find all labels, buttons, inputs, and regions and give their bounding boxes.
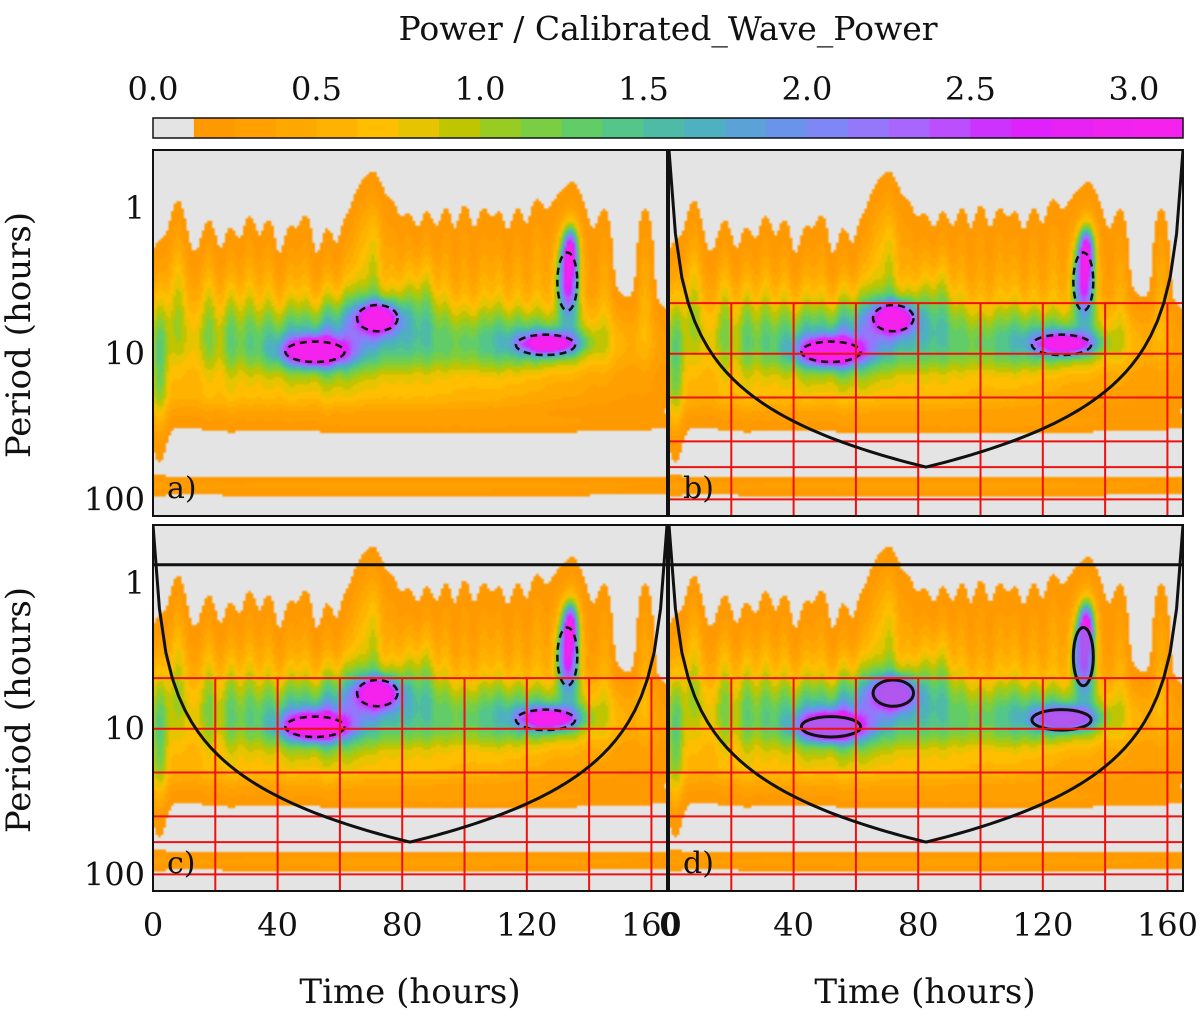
panel-label: a) [167,471,197,506]
x-tick-label: 0 [659,906,679,944]
x-tick-label: 80 [898,906,939,944]
cone-of-influence [669,525,1183,844]
significance-contour [355,678,399,708]
colorbar: Power / Calibrated_Wave_Power 0.0 0.5 1.0 1… [128,9,1184,139]
colorbar-swatch [520,118,563,138]
y-axis-label-bottom: Period (hours) [0,587,39,833]
colorbar-swatch [275,118,318,138]
power-heatmap [153,525,667,891]
power-heatmap [669,525,1183,891]
significance-contour [871,678,916,708]
colorbar-swatches [153,118,1184,138]
significance-contour [556,251,579,312]
colorbar-swatch [439,118,481,138]
colorbar-swatch [1133,118,1184,138]
colorbar-swatch [316,118,358,138]
significance-contour [800,340,862,364]
colorbar-swatch [153,118,195,138]
y-axis-labels: Period (hours) Period (hours) [0,212,39,833]
x-tick-label: 120 [496,906,557,944]
significance-contour [1072,251,1095,312]
x-tick-label: 40 [773,906,814,944]
significance-contour [514,708,577,732]
significance-contour [799,715,863,739]
cone-of-influence [153,525,667,844]
panel-label: c) [167,846,196,881]
x-tick-label: 120 [1012,906,1073,944]
colorbar-swatch [847,118,890,138]
cone-of-influence [669,150,1183,469]
significance-contour [1030,333,1093,357]
colorbar-swatch [479,118,522,138]
colorbar-tick-label: 0.5 [291,70,342,108]
panel-a: a) 1 10 100 [84,149,668,518]
colorbar-swatch [888,118,931,138]
y-tick-label: 1 [125,189,145,227]
x-tick-label: 160 [1137,906,1198,944]
colorbar-swatch [806,118,849,138]
colorbar-swatch [602,118,645,138]
x-axis-label-left: Time (hours) [299,972,520,1012]
colorbar-title: Power / Calibrated_Wave_Power [398,9,937,49]
x-tick-label: 40 [257,906,298,944]
y-tick-label: 10 [104,710,145,748]
colorbar-swatch [970,118,1012,138]
x-axis-labels: Time (hours) Time (hours) [299,972,1035,1012]
panel-c: c) 1 10 100 0 40 80 120 160 [84,524,682,944]
colorbar-swatch [357,118,399,138]
significance-contour [514,333,577,357]
colorbar-tick-labels: 0.0 0.5 1.0 1.5 2.0 2.5 3.0 [128,70,1160,108]
colorbar-tick-label: 0.0 [128,70,179,108]
y-tick-label: 100 [84,855,145,893]
colorbar-swatch [193,118,236,138]
colorbar-swatch [766,118,808,138]
x-tick-label: 160 [621,906,682,944]
colorbar-swatch [398,118,440,138]
x-axis-label-right: Time (hours) [814,972,1035,1012]
significance-contour [556,626,579,687]
panel-frame [152,149,668,517]
x-tick-label: 80 [382,906,423,944]
panel-frame [668,149,1184,517]
panel-frame [152,524,668,892]
x-tick-label: 0 [143,906,163,944]
panel-frame [668,524,1184,892]
significance-contour [1030,708,1093,732]
significance-contour [284,715,346,739]
y-tick-label: 1 [125,564,145,602]
panel-b: b) [668,149,1184,517]
colorbar-swatch [684,118,726,138]
significance-contour [355,303,399,333]
colorbar-swatch [929,118,972,138]
colorbar-frame [152,117,1184,139]
significance-contour [1071,625,1095,688]
colorbar-swatch [725,118,767,138]
colorbar-tick-label: 3.0 [1109,70,1160,108]
colorbar-swatch [561,118,604,138]
significance-contour [871,303,915,333]
colorbar-swatch [643,118,685,138]
colorbar-tick-label: 1.0 [455,70,506,108]
power-heatmap [153,150,667,516]
power-heatmap [669,150,1183,516]
colorbar-tick-label: 2.5 [945,70,996,108]
colorbar-swatch [1052,118,1094,138]
y-axis-label-top: Period (hours) [0,212,39,458]
colorbar-swatch [1093,118,1135,138]
panel-label: d) [683,846,714,881]
colorbar-tick-label: 2.0 [782,70,833,108]
panel-d: d)0 40 80 120 160 [659,524,1198,944]
colorbar-tick-label: 1.5 [618,70,669,108]
y-tick-label: 100 [84,480,145,518]
panel-label: b) [683,471,714,506]
y-tick-label: 10 [104,335,145,373]
significance-contour [284,340,346,364]
colorbar-swatch [234,118,277,138]
colorbar-swatch [1011,118,1053,138]
